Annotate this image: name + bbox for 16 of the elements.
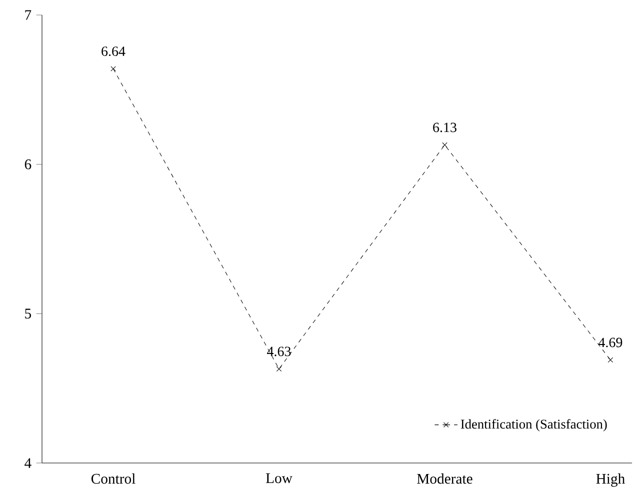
legend-label: Identification (Satisfaction) bbox=[460, 419, 607, 432]
y-tick-label: 7 bbox=[25, 10, 32, 20]
point bbox=[608, 357, 614, 363]
y-tick-label: 6 bbox=[24, 159, 32, 170]
y-tick-label: 5 bbox=[25, 308, 32, 319]
x-tick-label: Control bbox=[91, 473, 136, 484]
x-tick-label: Low bbox=[266, 473, 292, 484]
point bbox=[442, 142, 448, 148]
data-label: 4.69 bbox=[598, 338, 622, 348]
y-tick-label: 4 bbox=[24, 458, 32, 468]
point bbox=[110, 66, 116, 72]
data-label: 6.64 bbox=[102, 46, 126, 56]
x-tick-label: High bbox=[596, 473, 625, 487]
x-tick-label: Moderate bbox=[417, 473, 472, 484]
point bbox=[276, 366, 282, 372]
data-label: 6.13 bbox=[433, 122, 456, 132]
